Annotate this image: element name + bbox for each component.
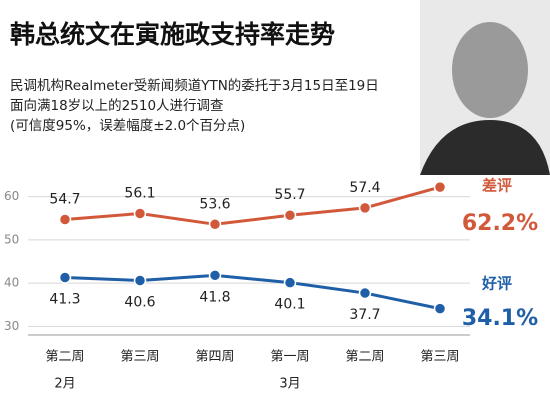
point: [283, 276, 297, 289]
x-tick-label: 第三周: [420, 350, 459, 365]
data-label: 40.6: [124, 295, 155, 311]
chart-title: 韩总统文在寅施政支持率走势: [10, 20, 335, 49]
data-label: 62.2%: [462, 211, 538, 236]
point: [433, 302, 447, 315]
x-tick-label: 第二周: [45, 350, 84, 365]
month-label: 3月: [279, 377, 300, 392]
data-label: 57.4: [349, 180, 380, 196]
point: [208, 218, 222, 231]
series-line: [64, 185, 441, 226]
point: [358, 201, 372, 215]
data-label: 41.3: [49, 291, 80, 307]
point: [58, 271, 72, 284]
point: [133, 207, 147, 220]
subtitle: (可信度95%，误差幅度±2.0个百分点): [10, 118, 245, 134]
x-tick-label: 第三周: [120, 350, 159, 365]
x-tick-label: 第一周: [270, 350, 309, 365]
point: [433, 180, 447, 194]
series-line: [64, 273, 441, 311]
x-tick-label: 第四周: [195, 350, 234, 365]
point: [208, 269, 222, 282]
point: [358, 286, 372, 300]
portrait: [420, 0, 550, 175]
data-label: 41.8: [199, 289, 230, 305]
data-label: 55.7: [274, 187, 305, 203]
subtitle: 民调机构Realmeter受新闻频道YTN的委托于3月15日至19日: [10, 78, 379, 94]
point: [283, 208, 297, 222]
month-label: 2月: [54, 377, 75, 392]
data-label: 53.6: [199, 196, 230, 212]
legend-label: 好评: [481, 275, 512, 293]
data-label: 56.1: [124, 185, 155, 201]
y-tick-label: 60: [4, 189, 19, 203]
subtitle: 面向满18岁以上的2510人进行调查: [10, 98, 224, 114]
y-tick-label: 30: [4, 319, 19, 333]
y-tick-label: 40: [4, 276, 19, 290]
data-label: 37.7: [349, 307, 380, 323]
x-tick-label: 第二周: [345, 350, 384, 365]
point: [133, 274, 147, 287]
y-tick-label: 50: [4, 232, 19, 246]
legend-label: 差评: [482, 177, 512, 195]
data-label: 54.7: [49, 192, 80, 208]
point: [58, 213, 72, 226]
data-label: 40.1: [274, 297, 305, 313]
data-label: 34.1%: [462, 306, 538, 331]
